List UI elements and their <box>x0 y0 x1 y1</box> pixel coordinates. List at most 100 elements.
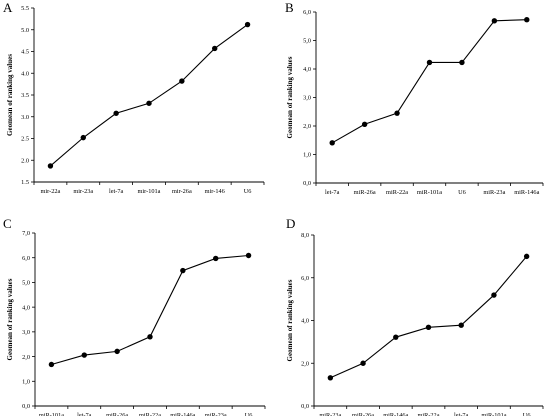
y-tick-label-b: 1,0 <box>303 152 311 159</box>
y-tick-label-a: 4.0 <box>21 70 29 77</box>
data-point-d <box>425 324 432 331</box>
chart-panel-a: A 1.5 2.0 2.5 3.0 3.5 4.0 4.5 5.0 5.5 mir-22a mir-2… <box>3 0 265 195</box>
data-point-c <box>48 361 55 368</box>
y-tick-label-a: 2.0 <box>21 157 29 164</box>
x-tick-label-d: miR-26a <box>352 412 374 416</box>
data-point-a <box>179 78 185 84</box>
y-tick-label-d: 0,0 <box>301 403 309 410</box>
x-tick-label-c: miR-23a <box>205 412 227 416</box>
x-tick-label-b: miR-26a <box>354 189 376 196</box>
y-tick-label-b: 0,0 <box>303 180 311 187</box>
y-tick-label-d: 4,0 <box>301 318 309 325</box>
data-point-c <box>147 334 153 340</box>
x-tick-label-a: mir-101a <box>138 188 161 195</box>
y-tick-label-b: 2,0 <box>303 123 311 130</box>
x-tick-label-d: miR-22a <box>417 412 439 416</box>
y-tick-label-a: 3.0 <box>21 114 29 121</box>
y-tick-label-b: 6,0 <box>303 9 311 16</box>
y-tick-label-c: 5,0 <box>22 280 30 287</box>
panel-letter-b: B <box>285 0 294 15</box>
y-axis-title-d: Geomean of ranking values <box>286 279 294 361</box>
panel-letter-c: C <box>3 216 12 231</box>
x-tick-label-d: miR-146a <box>383 412 408 416</box>
x-tick-label-b: miR-22a <box>386 189 408 196</box>
data-point-b <box>426 59 433 66</box>
y-tick-label-a: 5.0 <box>21 27 29 34</box>
data-point-b <box>491 18 498 24</box>
data-point-c <box>245 252 252 259</box>
x-tick-label-b: miR-101a <box>417 189 442 196</box>
y-axis-title-c: Geomean of ranking values <box>6 278 14 360</box>
y-tick-label-c: 7,0 <box>22 230 30 237</box>
data-point-c <box>213 255 219 262</box>
data-point-b <box>524 16 530 23</box>
panel-letter-d: D <box>286 216 295 231</box>
x-tick-label-a: U6 <box>244 188 252 195</box>
x-tick-label-b: U6 <box>458 189 466 196</box>
x-tick-label-a: let-7a <box>109 188 124 195</box>
x-tick-label-c: let-7a <box>77 412 92 416</box>
data-point-d <box>393 334 399 340</box>
y-tick-label-c: 0,0 <box>22 403 30 410</box>
series-line-a <box>50 24 248 167</box>
data-point-d <box>360 360 366 366</box>
x-tick-label-d: let-7a <box>454 412 469 416</box>
x-tick-label-a: mir-23a <box>73 188 93 195</box>
x-tick-label-c: U6 <box>245 412 253 416</box>
data-point-c <box>180 267 186 274</box>
data-point-a <box>212 45 218 52</box>
y-tick-label-a: 1.5 <box>21 179 29 186</box>
x-tick-label-b: miR-23a <box>483 189 505 196</box>
y-tick-label-d: 8,0 <box>301 232 309 239</box>
data-point-d <box>491 292 497 298</box>
x-tick-label-c: miR-146a <box>170 412 195 416</box>
chart-panel-b: B 0,0 1,0 2,0 3,0 4,0 5,0 6,0 let-7a miR-26a miR-2… <box>285 0 544 196</box>
y-tick-label-c: 4,0 <box>22 304 30 311</box>
y-tick-label-a: 3.5 <box>21 92 29 99</box>
y-axis-title-b: Geomean of ranking values <box>286 56 294 138</box>
chart-panel-d: D 0,0 2,0 4,0 6,0 8,0 miR-23a miR-26a miR-146a mi… <box>286 216 544 416</box>
y-tick-label-a: 2.5 <box>21 136 29 143</box>
data-point-c <box>81 352 87 358</box>
data-point-d <box>327 375 334 381</box>
data-point-b <box>394 110 400 116</box>
y-tick-label-d: 2,0 <box>301 360 309 367</box>
y-tick-label-c: 1,0 <box>22 378 30 385</box>
x-tick-label-c: miR-22a <box>139 412 161 416</box>
y-tick-label-b: 4,0 <box>303 66 311 73</box>
x-tick-label-b: miR-146a <box>514 189 539 196</box>
data-point-b <box>459 59 465 66</box>
chart-panel-c: C 0,0 1,0 2,0 3,0 4,0 5,0 6,0 7,0 miR-101a let-7a m… <box>3 216 266 416</box>
data-point-d <box>523 253 530 260</box>
x-tick-label-c: miR-26a <box>106 412 128 416</box>
data-point-b <box>329 140 335 146</box>
y-tick-label-a: 4.5 <box>21 49 29 56</box>
data-point-c <box>114 348 120 355</box>
data-point-a <box>113 110 119 116</box>
y-tick-label-d: 6,0 <box>301 275 309 282</box>
data-point-a <box>146 100 152 106</box>
x-tick-label-c: miR-101a <box>39 412 64 416</box>
data-point-a <box>80 134 86 141</box>
series-line-d <box>330 256 528 379</box>
x-tick-label-b: let-7a <box>325 189 340 196</box>
y-tick-label-a: 5.5 <box>21 5 29 12</box>
series-line-c <box>51 254 249 366</box>
x-tick-label-a: mir-26a <box>172 188 192 195</box>
y-tick-label-c: 2,0 <box>22 354 30 361</box>
x-tick-label-a: mir-22a <box>41 188 61 195</box>
panel-letter-a: A <box>3 0 13 15</box>
y-tick-label-b: 3,0 <box>303 95 311 102</box>
y-tick-label-c: 6,0 <box>22 255 30 262</box>
data-point-a <box>47 163 54 169</box>
x-tick-label-d: miR-23a <box>319 412 341 416</box>
data-point-b <box>361 121 368 127</box>
data-point-d <box>458 322 464 328</box>
y-axis-title-a: Geomean of ranking values <box>6 54 14 136</box>
x-tick-label-a: mir-146 <box>205 188 225 195</box>
series-line-b <box>331 19 527 144</box>
y-tick-label-b: 5,0 <box>303 38 311 45</box>
x-tick-label-d: miR-101a <box>481 412 506 416</box>
y-tick-label-c: 3,0 <box>22 329 30 336</box>
